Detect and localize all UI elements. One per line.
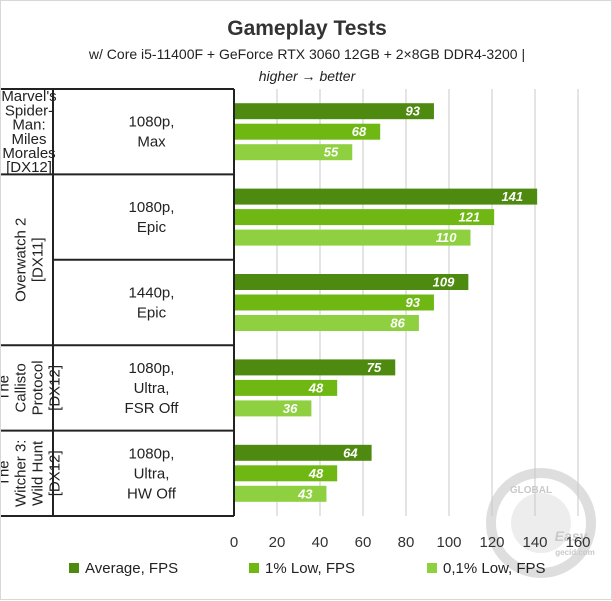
bar	[234, 400, 312, 417]
game-name-line: Miles	[11, 131, 46, 148]
setting-label-line: 1080p,	[129, 199, 175, 216]
game-name-line: [DX12]	[47, 450, 64, 496]
game-name-line: The	[1, 375, 13, 401]
setting-label-line: 1080p,	[129, 445, 175, 462]
setting-label-line: Ultra,	[134, 465, 170, 482]
chart-subtitle: w/ Core i5-11400F + GeForce RTX 3060 12G…	[88, 46, 525, 62]
bar-value-label: 68	[352, 124, 367, 139]
watermark-mid-text: Easy	[555, 528, 589, 544]
bar	[234, 315, 419, 331]
game-name-line: [DX11]	[30, 237, 47, 282]
bar-value-label: 48	[308, 380, 324, 395]
x-tick-label: 120	[479, 534, 504, 551]
game-name-line: Witcher 3:	[13, 440, 30, 508]
setting-label-line: Epic	[137, 305, 167, 322]
x-tick-label: 0	[230, 534, 238, 551]
bar-value-label: 93	[405, 104, 420, 119]
legend-swatch	[69, 563, 79, 573]
bar-value-label: 64	[343, 445, 358, 460]
bar-value-label: 55	[324, 145, 339, 160]
setting-label-line: 1440p,	[129, 285, 175, 302]
bar	[234, 294, 434, 311]
x-tick-label: 60	[355, 534, 372, 551]
watermark-disc	[511, 493, 571, 553]
bar-value-label: 75	[367, 360, 382, 375]
setting-label-line: Ultra,	[134, 380, 170, 397]
setting-label-line: FSR Off	[125, 400, 180, 417]
game-name-line: [DX12]	[47, 365, 64, 411]
game-name-line: Overwatch 2	[13, 218, 30, 302]
bar	[234, 229, 471, 246]
setting-label-line: 1080p,	[129, 360, 175, 377]
bar	[234, 274, 469, 290]
chart-title: Gameplay Tests	[227, 17, 387, 40]
legend-label: 1% Low, FPS	[265, 560, 355, 577]
game-name-line: Spider-	[5, 102, 53, 119]
game-name-line: Morales	[2, 145, 55, 162]
legend-label: 0,1% Low, FPS	[443, 560, 546, 577]
x-tick-label: 160	[565, 534, 590, 551]
x-tick-label: 80	[398, 534, 415, 551]
setting-label-line: HW Off	[127, 485, 177, 502]
setting-label-line: 1080p,	[129, 114, 175, 131]
game-name-line: Callisto	[13, 363, 30, 412]
setting-label-line: Epic	[137, 219, 167, 236]
bar-value-label: 43	[297, 486, 313, 501]
game-name-line: The	[1, 460, 13, 486]
x-tick-label: 40	[312, 534, 329, 551]
bar-value-label: 141	[501, 189, 523, 204]
bar	[234, 379, 338, 396]
game-name-line: Man:	[12, 117, 45, 134]
game-name-line: Protocol	[30, 360, 47, 415]
bar	[234, 485, 327, 502]
bar	[234, 444, 372, 461]
legend-label: Average, FPS	[85, 560, 178, 577]
bar-value-label: 110	[436, 230, 457, 245]
watermark-bottom-text: gecid.com	[555, 548, 595, 557]
bar	[234, 144, 353, 161]
bar-value-label: 93	[405, 295, 420, 310]
bar	[234, 465, 338, 482]
site-watermark: GLOBAL Easy gecid.com	[486, 468, 596, 578]
watermark-top-text: GLOBAL	[510, 485, 552, 496]
bar-value-label: 86	[390, 316, 405, 331]
x-axis-ticks: 0 20 40 60 80 100 120 140 160	[230, 534, 591, 551]
bar	[234, 103, 434, 120]
bar	[234, 359, 396, 376]
bar	[234, 188, 538, 205]
game-name-line: Wild Hunt	[30, 440, 47, 506]
bar-value-label: 121	[458, 210, 480, 225]
bar-value-label: 36	[283, 401, 298, 416]
legend: Average, FPS 1% Low, FPS 0,1% Low, FPS	[69, 560, 546, 577]
category-labels: Marvel'sSpider-Man:MilesMorales[DX12]108…	[1, 88, 235, 517]
bar-value-label: 109	[433, 275, 455, 290]
legend-swatch	[427, 563, 437, 573]
bar-value-label: 48	[308, 466, 324, 481]
bar	[234, 123, 381, 140]
setting-label-line: Max	[137, 134, 166, 151]
game-name-line: Marvel's	[1, 88, 56, 105]
game-name-line: [DX12]	[6, 159, 52, 176]
bar	[234, 209, 495, 226]
chart-subtitle-note: higher → better	[259, 68, 357, 84]
x-tick-label: 140	[522, 534, 547, 551]
watermark-ring	[486, 468, 596, 578]
x-tick-label: 20	[269, 534, 286, 551]
x-tick-label: 100	[436, 534, 461, 551]
legend-swatch	[249, 563, 259, 573]
